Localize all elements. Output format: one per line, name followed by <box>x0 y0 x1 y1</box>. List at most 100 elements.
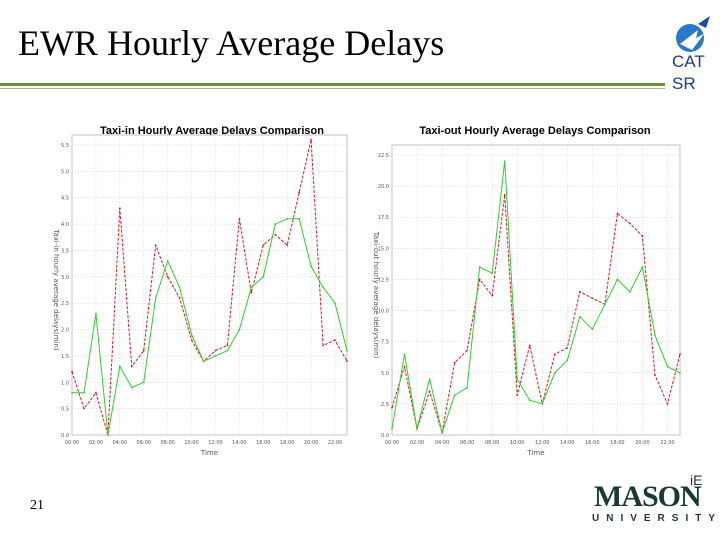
logo-sr-text: SR <box>672 74 696 93</box>
data-point-aspm <box>71 370 73 373</box>
data-point-simulation <box>466 386 469 389</box>
data-point-simulation <box>214 355 217 357</box>
data-point-aspm <box>616 212 619 215</box>
series-line-simulation <box>72 218 348 436</box>
chart-title: Taxi-in Hourly Average Delays Comparison <box>100 125 324 137</box>
data-point-simulation <box>118 365 121 368</box>
data-point-aspm <box>166 275 169 278</box>
data-point-aspm <box>118 207 121 210</box>
data-point-simulation <box>322 286 324 289</box>
data-point-simulation <box>310 265 313 268</box>
data-point-aspm <box>453 361 456 364</box>
x-tick-label: 00:00 <box>65 440 79 446</box>
data-point-aspm <box>83 407 85 410</box>
data-point-aspm <box>503 193 506 196</box>
data-point-aspm <box>654 374 656 377</box>
data-point-aspm <box>95 391 97 394</box>
x-tick-label: 20:00 <box>635 440 649 446</box>
data-point-simulation <box>541 402 544 405</box>
data-point-aspm <box>428 390 431 393</box>
x-tick-label: 00:00 <box>385 440 399 446</box>
data-point-aspm <box>641 234 644 237</box>
data-point-simulation <box>286 217 289 220</box>
data-point-simulation <box>106 434 109 436</box>
x-tick-label: 06:00 <box>137 440 151 446</box>
data-point-aspm <box>238 217 241 220</box>
x-tick-label: 18:00 <box>280 440 294 446</box>
data-point-simulation <box>274 223 277 225</box>
x-tick-label: 08:00 <box>160 440 174 446</box>
y-axis-label: Taxi-out hourly average delays(min) <box>372 231 380 359</box>
y-tick-label: 3.5 <box>61 248 69 254</box>
data-point-aspm <box>154 244 157 247</box>
x-tick-label: 08:00 <box>485 440 499 446</box>
y-tick-label: 7.5 <box>381 340 389 346</box>
data-point-aspm <box>679 353 681 356</box>
y-tick-label: 12.5 <box>378 277 389 283</box>
y-tick-label: 2.5 <box>381 402 389 408</box>
x-tick-label: 12:00 <box>208 440 222 446</box>
page-number: 21 <box>30 498 44 513</box>
data-point-aspm <box>226 344 229 347</box>
data-point-simulation <box>238 328 241 331</box>
data-point-simulation <box>130 386 133 389</box>
plot-frame <box>391 144 681 436</box>
data-point-simulation <box>298 217 301 220</box>
data-point-simulation <box>154 297 157 299</box>
series-line-simulation <box>391 161 681 435</box>
x-tick-label: 12:00 <box>535 440 549 446</box>
series-line-aspm <box>71 139 348 436</box>
x-tick-label: 10:00 <box>184 440 198 446</box>
x-tick-label: 18:00 <box>610 440 624 446</box>
x-tick-label: 02:00 <box>410 440 424 446</box>
data-point-aspm <box>528 344 531 347</box>
data-point-aspm <box>334 339 336 341</box>
data-point-simulation <box>190 333 193 336</box>
data-point-aspm <box>178 297 181 299</box>
data-point-simulation <box>403 353 406 356</box>
data-point-simulation <box>578 315 581 318</box>
plot-frame <box>71 134 348 436</box>
data-point-aspm <box>142 349 145 352</box>
data-point-simulation <box>334 302 336 305</box>
y-tick-label: 15.0 <box>378 246 389 252</box>
y-tick-label: 17.5 <box>378 215 389 221</box>
data-point-aspm <box>403 365 406 368</box>
data-point-aspm <box>250 291 253 294</box>
y-tick-label: 1.0 <box>61 380 69 386</box>
x-axis-label: Time <box>526 449 544 455</box>
y-tick-label: 20.0 <box>378 184 389 190</box>
data-point-simulation <box>553 371 556 374</box>
y-tick-label: 2.5 <box>61 301 69 307</box>
y-tick-label: 5.5 <box>61 143 69 149</box>
x-tick-label: 20:00 <box>304 440 318 446</box>
data-point-simulation <box>416 427 418 430</box>
data-point-simulation <box>262 275 265 278</box>
y-tick-label: 10.0 <box>378 309 389 315</box>
x-tick-label: 02:00 <box>89 440 103 446</box>
x-tick-label: 04:00 <box>113 440 127 446</box>
data-point-aspm <box>666 402 669 405</box>
data-point-simulation <box>391 427 393 430</box>
data-point-simulation <box>202 360 205 363</box>
data-point-simulation <box>603 303 606 306</box>
data-point-simulation <box>226 349 229 352</box>
data-point-aspm <box>262 244 265 247</box>
data-point-simulation <box>566 359 569 362</box>
data-point-aspm <box>478 278 481 281</box>
data-point-simulation <box>83 391 85 394</box>
mason-ie-mark: iE <box>690 472 703 488</box>
y-axis-label: Taxi-in hourly average delays(min) <box>52 228 60 351</box>
y-tick-label: 3.0 <box>61 275 69 281</box>
data-point-aspm <box>578 290 581 293</box>
taxi-out-chart: Taxi-out Hourly Average Delays Compariso… <box>372 125 681 455</box>
data-point-simulation <box>95 312 97 315</box>
data-point-simulation <box>503 160 506 163</box>
data-point-aspm <box>274 233 277 236</box>
y-tick-label: 0.0 <box>381 433 389 439</box>
data-point-aspm <box>516 394 519 397</box>
mason-logo-university: UNIVERSITY <box>592 513 720 524</box>
data-point-simulation <box>629 290 631 293</box>
data-point-aspm <box>190 339 193 341</box>
x-axis-label: Time <box>200 449 218 455</box>
